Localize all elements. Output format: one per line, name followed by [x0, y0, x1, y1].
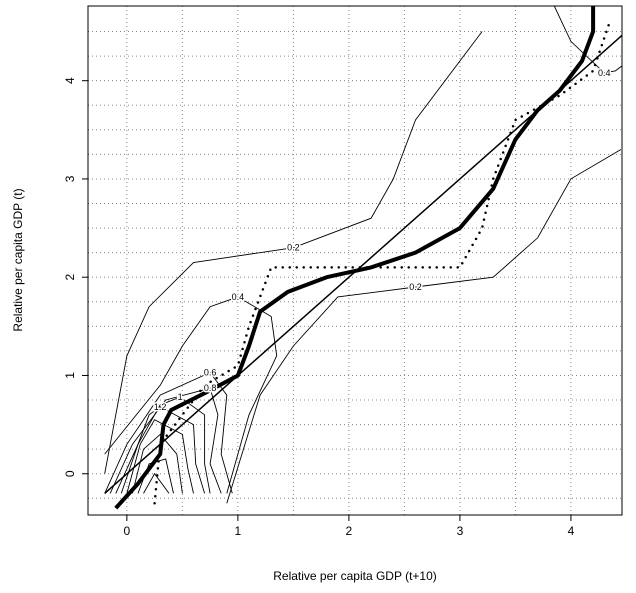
contour-label: 0.2 — [287, 243, 300, 253]
contour-label: 1.2 — [154, 402, 167, 412]
y-tick-label: 2 — [63, 274, 77, 281]
x-axis-label: Relative per capita GDP (t+10) — [273, 569, 437, 583]
contour-label: 0.8 — [204, 383, 217, 393]
y-tick-label: 0 — [63, 470, 77, 477]
x-tick-label: 1 — [235, 524, 242, 538]
contour-line — [104, 31, 483, 474]
contour-label: 1 — [178, 392, 183, 402]
y-tick-label: 1 — [63, 372, 77, 379]
contour-line — [104, 296, 278, 494]
contour-label: 0.4 — [598, 68, 611, 78]
contour-label: 0.2 — [409, 282, 422, 292]
contour-line — [104, 371, 233, 494]
line-thick — [114, 6, 596, 510]
y-tick-label: 4 — [63, 77, 77, 84]
x-tick-label: 0 — [124, 524, 131, 538]
contour-line — [131, 433, 183, 494]
contour-line — [126, 419, 194, 494]
contour-line — [120, 406, 206, 494]
contour-line — [553, 6, 622, 74]
contour-line — [226, 149, 622, 504]
x-tick-label: 3 — [457, 524, 464, 538]
x-tick-label: 2 — [346, 524, 353, 538]
contour-line — [143, 472, 170, 494]
plot-area: 0.2 0.2 0.4 0.4 0.6 0.8 1 1.2 — [104, 6, 622, 510]
contour-label: 0.4 — [232, 292, 245, 302]
contour-label: 0.6 — [204, 368, 217, 378]
x-tick-label: 4 — [568, 524, 575, 538]
line-dotted — [153, 20, 612, 505]
y-tick-label: 3 — [63, 175, 77, 182]
plot-frame — [87, 5, 623, 516]
y-axis-label: Relative per capita GDP (t) — [11, 188, 25, 331]
